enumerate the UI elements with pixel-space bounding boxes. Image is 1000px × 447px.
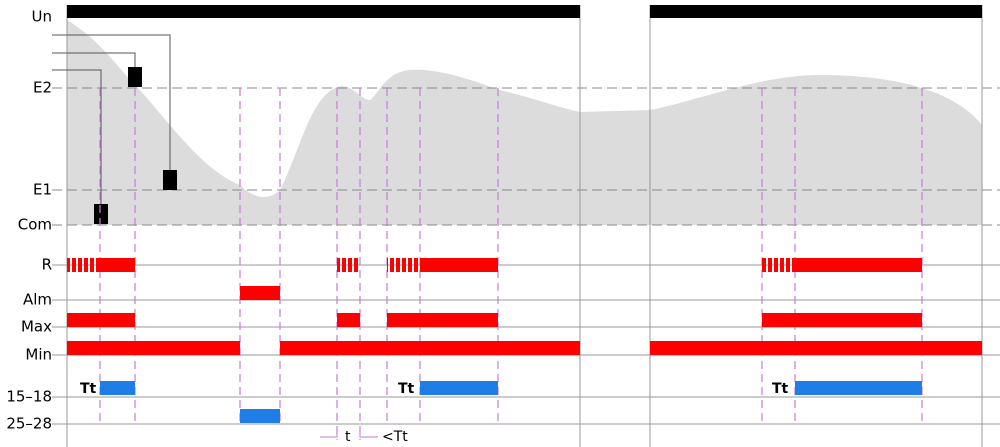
relay-bar [795,381,922,395]
row-label: Alm [23,291,52,309]
max-bar [387,313,498,327]
r-bar [100,258,135,272]
r-bar [420,258,498,272]
relay-bar [240,409,280,423]
supply-bar [67,5,580,18]
max-bar [762,313,922,327]
row-label: E1 [33,181,52,199]
min-bar [280,341,580,355]
row-label: 15–18 [6,388,52,406]
tt-arrow [359,432,378,438]
supply-bar [650,5,982,18]
tt-label: Tt [772,381,789,397]
t-arrow [320,432,338,438]
marker-lead [52,69,102,204]
relay-bar [420,381,498,395]
min-bar [67,341,240,355]
r-bar [762,258,795,272]
marker-lead [52,34,171,170]
r-bar [67,258,100,272]
row-label: Un [32,8,53,26]
voltage-area [67,20,982,225]
row-label: E2 [33,79,52,97]
max-bar [337,313,360,327]
r-bar [337,258,360,272]
row-label: Max [21,318,52,336]
lt-tt-label: <Tt [382,429,408,445]
alm-bar [240,286,280,300]
min-bar [650,341,982,355]
tt-label: Tt [398,381,415,397]
marker-lead [52,52,136,67]
marker [94,204,108,224]
tt-label: Tt [80,381,97,397]
relay-bar [100,381,135,395]
row-label: R [42,256,52,274]
marker [163,170,177,190]
marker [128,67,142,87]
t-label: t [345,429,351,445]
row-label: 25–28 [6,415,52,433]
row-label: Min [25,346,52,364]
max-bar [67,313,135,327]
row-label: Com [18,216,52,234]
r-bar [795,258,922,272]
r-bar [387,258,420,272]
